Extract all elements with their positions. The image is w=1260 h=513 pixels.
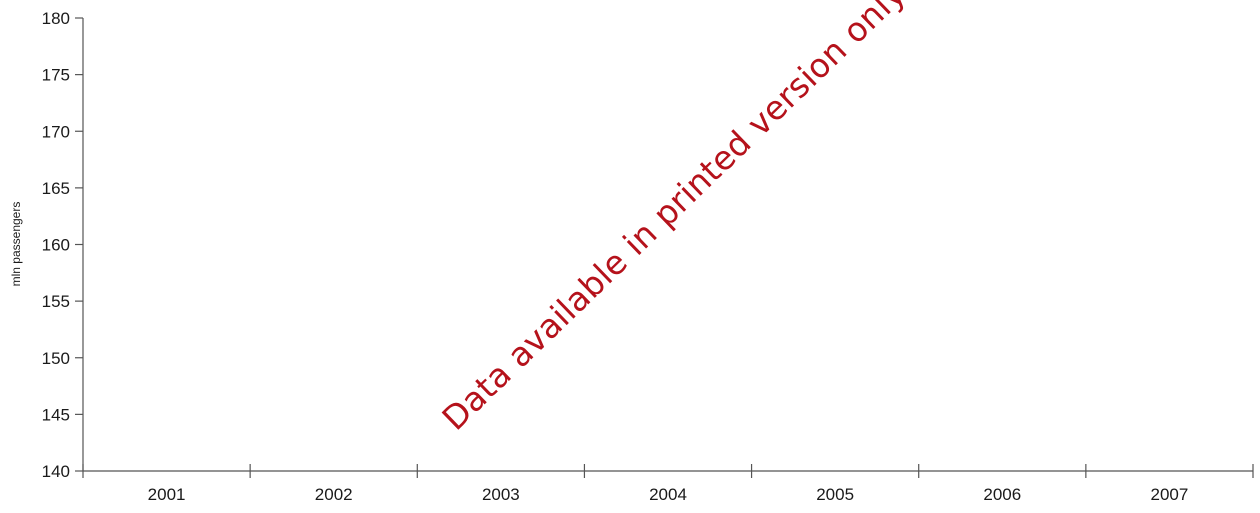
x-tick-label: 2001 <box>148 485 186 504</box>
y-tick-label: 160 <box>42 236 70 255</box>
watermark-text: Data available in printed version only <box>434 0 912 438</box>
y-tick-label: 140 <box>42 462 70 481</box>
x-tick-label: 2004 <box>649 485 687 504</box>
y-tick-label: 155 <box>42 292 70 311</box>
y-tick-label: 150 <box>42 349 70 368</box>
x-tick-label: 2006 <box>983 485 1021 504</box>
y-axis-ticks: 140 145 150 155 160 165 170 175 180 <box>42 9 83 481</box>
y-tick-label: 175 <box>42 66 70 85</box>
y-axis-title: mln passengers <box>9 202 23 287</box>
x-tick-label: 2007 <box>1151 485 1189 504</box>
y-tick-label: 170 <box>42 122 70 141</box>
y-tick-label: 180 <box>42 9 70 28</box>
x-tick-label: 2005 <box>816 485 854 504</box>
y-tick-label: 145 <box>42 405 70 424</box>
y-tick-label: 165 <box>42 179 70 198</box>
x-axis-ticks: 2001 2002 2003 2004 2005 2006 2007 <box>83 464 1253 504</box>
x-tick-label: 2002 <box>315 485 353 504</box>
x-tick-label: 2003 <box>482 485 520 504</box>
